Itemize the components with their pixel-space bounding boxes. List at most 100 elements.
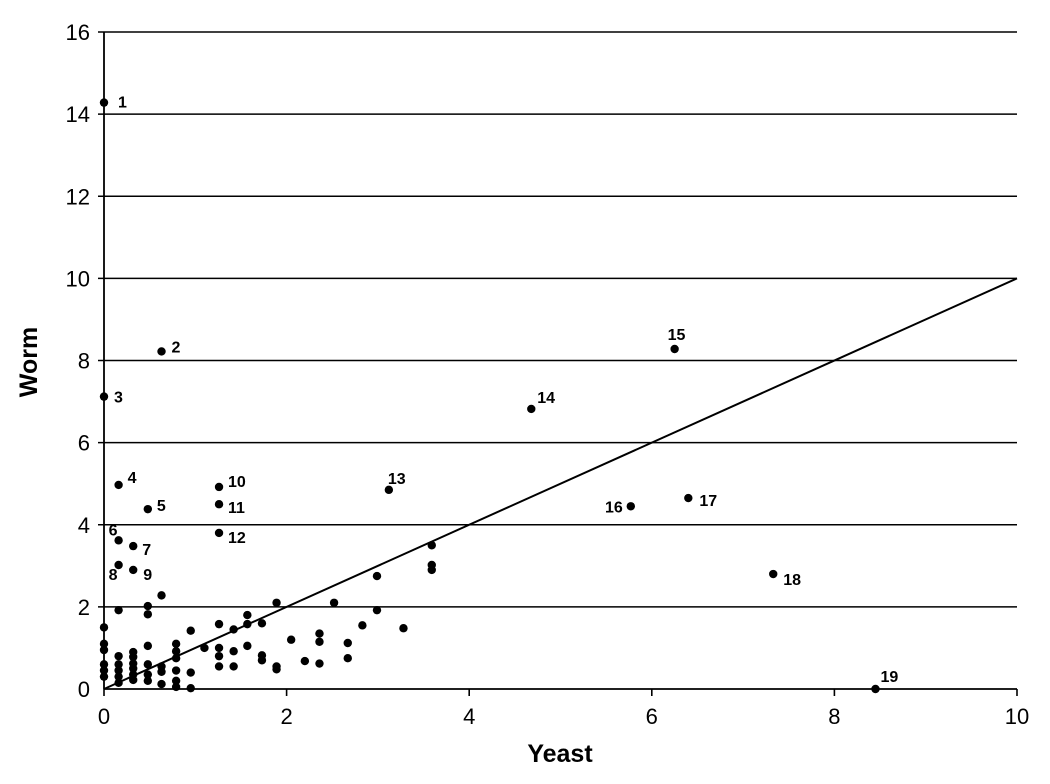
- x-axis-title: Yeast: [527, 740, 593, 768]
- point-label-12: 12: [228, 530, 246, 547]
- data-point: [129, 652, 138, 662]
- data-point: [229, 647, 238, 656]
- data-point: [272, 665, 281, 674]
- y-tick-label: 10: [66, 266, 90, 291]
- data-point: [143, 641, 153, 651]
- data-point-13: [384, 485, 394, 495]
- y-tick-label: 4: [78, 513, 90, 538]
- data-point: [257, 619, 267, 628]
- point-label-3: 3: [114, 390, 123, 407]
- data-point: [186, 668, 195, 677]
- y-tick-label: 16: [66, 20, 90, 45]
- data-point: [343, 638, 352, 648]
- data-point: [143, 601, 153, 611]
- data-point: [114, 605, 123, 615]
- data-point: [229, 625, 238, 634]
- data-point: [114, 666, 123, 675]
- point-label-6: 6: [109, 522, 118, 539]
- point-label-17: 17: [699, 493, 717, 510]
- x-tick-label: 4: [463, 704, 475, 729]
- data-point: [214, 662, 224, 671]
- data-point: [243, 619, 252, 629]
- point-label-13: 13: [388, 471, 406, 488]
- x-tick-label: 8: [828, 704, 840, 729]
- data-point: [143, 676, 153, 685]
- data-point: [114, 651, 123, 661]
- data-point: [243, 610, 252, 620]
- data-point: [399, 624, 408, 633]
- data-point: [99, 672, 109, 681]
- data-point: [143, 610, 153, 619]
- trend-line: [103, 277, 1018, 690]
- data-point: [99, 645, 109, 655]
- point-label-14: 14: [537, 390, 555, 407]
- data-point-2: [157, 347, 166, 356]
- data-point: [315, 629, 324, 638]
- data-point-15: [670, 344, 679, 354]
- x-tick-label: 2: [280, 704, 292, 729]
- data-point-9: [129, 565, 138, 575]
- data-point: [171, 682, 181, 692]
- trend-line-group: [103, 277, 1018, 690]
- y-tick-label: 8: [78, 349, 90, 374]
- point-label-8: 8: [109, 567, 118, 584]
- data-point: [200, 643, 209, 653]
- data-point: [329, 598, 339, 607]
- data-point: [243, 641, 252, 651]
- data-point-17: [684, 493, 693, 503]
- data-point: [99, 639, 109, 649]
- y-tick-label: 14: [66, 102, 90, 127]
- data-point-8: [114, 560, 123, 570]
- data-point: [186, 626, 195, 635]
- data-point: [171, 639, 181, 649]
- data-point: [372, 605, 382, 615]
- y-axis-title: Worm: [15, 327, 43, 397]
- x-tick-label: 6: [646, 704, 658, 729]
- data-point-5: [143, 504, 153, 514]
- point-label-15: 15: [668, 327, 686, 344]
- data-point: [229, 662, 238, 671]
- data-point: [171, 676, 181, 685]
- data-point-3: [99, 392, 109, 401]
- data-point: [157, 591, 166, 600]
- data-point: [157, 679, 166, 689]
- data-point-11: [214, 500, 224, 509]
- data-point: [427, 565, 436, 575]
- data-point: [315, 659, 324, 668]
- data-point-7: [129, 541, 138, 551]
- data-point: [427, 541, 436, 550]
- data-point: [114, 660, 123, 669]
- data-point-6: [114, 536, 123, 545]
- data-points: [99, 98, 880, 694]
- data-point: [171, 654, 181, 663]
- data-point: [157, 667, 166, 676]
- data-point: [214, 643, 224, 653]
- point-label-19: 19: [880, 669, 898, 686]
- data-point-19: [871, 684, 880, 694]
- point-label-11: 11: [228, 500, 245, 517]
- data-point: [214, 619, 224, 629]
- y-tick-label: 2: [78, 595, 90, 620]
- data-point: [99, 623, 109, 632]
- data-point: [358, 621, 367, 630]
- y-tick-label: 6: [78, 431, 90, 456]
- data-point-18: [769, 569, 778, 579]
- x-tick-label: 10: [1005, 704, 1029, 729]
- data-point: [99, 666, 109, 675]
- data-point: [114, 672, 123, 681]
- data-point-12: [214, 528, 224, 538]
- data-point-1: [99, 98, 109, 107]
- point-label-9: 9: [143, 567, 152, 584]
- point-label-2: 2: [172, 339, 181, 356]
- point-label-16: 16: [605, 499, 623, 516]
- data-point-4: [114, 480, 123, 490]
- data-point-14: [527, 404, 536, 414]
- data-point: [114, 678, 123, 688]
- data-point: [129, 675, 138, 685]
- data-point: [186, 683, 195, 693]
- x-tick-labels: 0 2 4 6 8 10: [98, 704, 1029, 729]
- point-label-10: 10: [228, 474, 246, 491]
- data-point: [171, 647, 181, 656]
